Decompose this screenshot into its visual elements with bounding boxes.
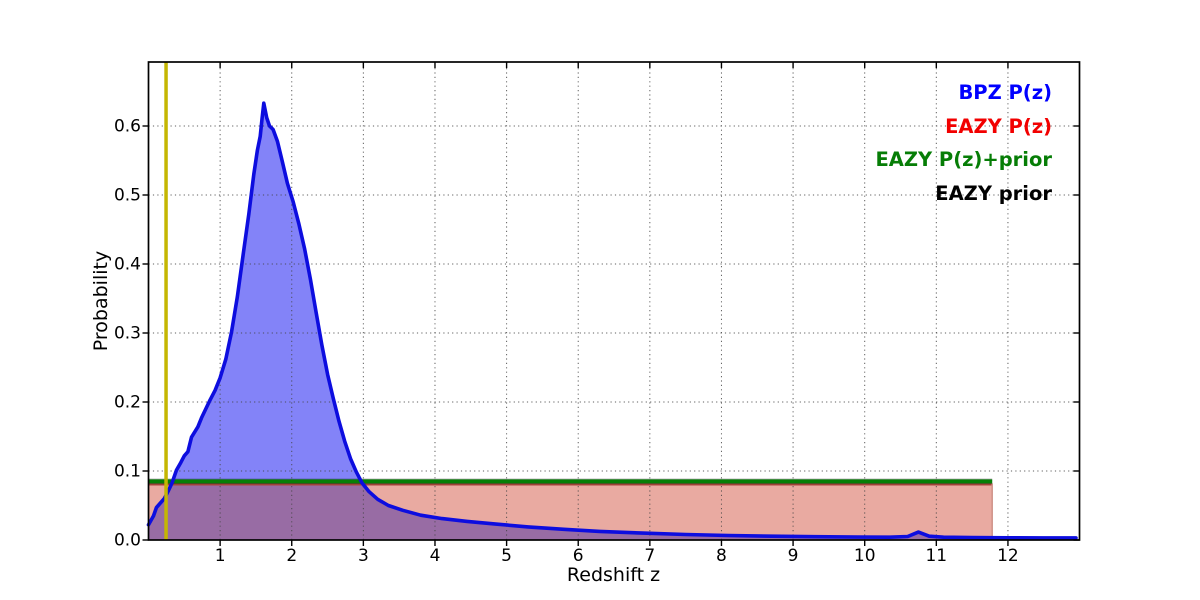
y-tick-label: 0.3 xyxy=(114,324,141,344)
bpz-pz-curve xyxy=(146,101,1078,540)
y-tick-label: 0.5 xyxy=(114,186,141,206)
legend-item-eazy-prior: EAZY prior xyxy=(935,181,1052,205)
x-tick-label: 3 xyxy=(358,546,369,566)
y-tick-label: 0.2 xyxy=(114,393,141,413)
x-axis-label: Redshift z xyxy=(566,564,661,586)
x-tick-label: 12 xyxy=(997,546,1019,566)
x-tick-label: 2 xyxy=(286,546,297,566)
legend-item-eazy-pz-prior: EAZY P(z)+prior xyxy=(875,148,1052,171)
legend-item-bpz-pz: BPZ P(z) xyxy=(958,81,1052,104)
x-tick-label: 10 xyxy=(854,546,876,566)
x-tick-label: 7 xyxy=(644,546,655,566)
x-tick-label: 11 xyxy=(925,546,947,566)
y-tick-label: 0.1 xyxy=(114,462,141,482)
y-tick-label: 0.4 xyxy=(114,255,141,275)
x-tick-label: 9 xyxy=(788,546,799,566)
y-tick-label: 0.0 xyxy=(114,531,141,551)
x-tick-label: 5 xyxy=(501,546,512,566)
x-tick-label: 4 xyxy=(430,546,441,566)
legend-item-eazy-pz: EAZY P(z) xyxy=(945,114,1052,138)
x-tick-label: 1 xyxy=(215,546,226,566)
legend: BPZ P(z) EAZY P(z) EAZY P(z)+prior EAZY … xyxy=(875,76,1052,210)
y-axis-label: Probability xyxy=(90,250,112,352)
x-tick-label: 8 xyxy=(716,546,727,566)
overlap-fill xyxy=(148,483,993,540)
y-tick-label: 0.6 xyxy=(114,117,141,137)
axes-spines xyxy=(147,61,1081,541)
x-tick-label: 6 xyxy=(573,546,584,566)
